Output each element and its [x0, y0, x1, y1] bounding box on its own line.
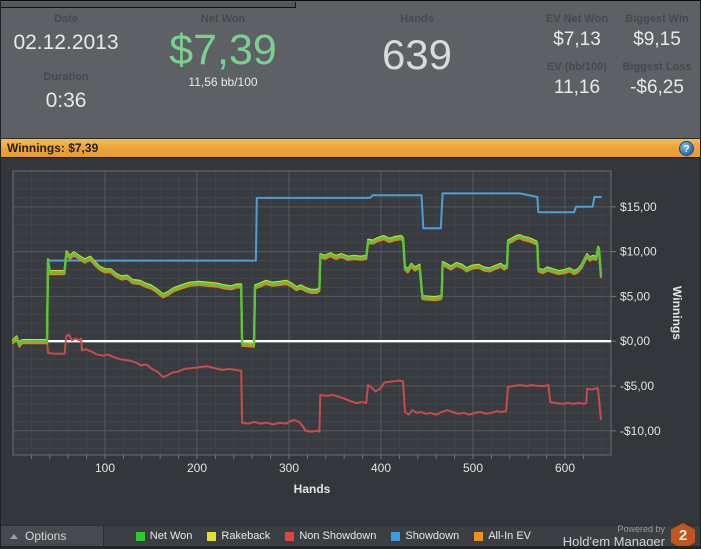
date-label: Date [54, 13, 78, 25]
legend-swatch-icon [474, 531, 484, 541]
ev-stats-block: EV Net Won Biggest Win $7,13 $9,15 EV (b… [538, 13, 698, 109]
svg-text:Hands: Hands [294, 482, 331, 496]
net-won-label: Net Won [200, 13, 246, 25]
svg-text:300: 300 [279, 461, 299, 475]
duration-label: Duration [43, 71, 89, 83]
svg-text:400: 400 [371, 461, 391, 475]
session-stats-header: Date 02.12.2013 Duration 0:36 Net Won $7… [0, 0, 701, 139]
svg-text:500: 500 [463, 461, 483, 475]
ev-net-won-value: $7,13 [553, 29, 601, 50]
legend-item[interactable]: Net Won [135, 530, 193, 542]
ev-bb100-value: 11,16 [553, 77, 601, 98]
biggest-win-label: Biggest Win [625, 13, 689, 25]
net-won-block: Net Won $7,39 11,56 bb/100 [148, 13, 298, 89]
brand-name: Hold'em Manager [562, 533, 665, 549]
ev-bb100-label: EV (bb/100) [547, 61, 607, 73]
svg-text:$10,00: $10,00 [620, 245, 657, 259]
legend-item[interactable]: Rakeback [207, 530, 270, 542]
winnings-chart: 100 200 300 400 500 600 $15,00 $10,00 $5,00 $0,00… [11, 170, 684, 496]
legend-label: All-In EV [488, 530, 531, 542]
svg-text:100: 100 [95, 461, 115, 475]
hands-value: 639 [381, 31, 453, 78]
biggest-loss-value: -$6,25 [630, 77, 684, 98]
svg-text:600: 600 [555, 461, 575, 475]
duration-value: 0:36 [45, 89, 87, 112]
net-won-value: $7,39 [169, 26, 277, 74]
svg-text:Winnings: Winnings [670, 286, 684, 340]
powered-by-text: Powered by [617, 523, 665, 534]
options-button[interactable]: Options [0, 526, 104, 546]
legend-label: Showdown [405, 530, 460, 542]
svg-text:$5,00: $5,00 [620, 289, 650, 303]
date-value: 02.12.2013 [13, 31, 119, 54]
legend: Net Won Rakeback Non Showdown Showdown All-I… [135, 530, 531, 542]
help-icon[interactable]: ? [679, 141, 694, 156]
chevron-up-icon [10, 533, 18, 539]
svg-text:-$5,00: -$5,00 [620, 379, 654, 393]
legend-swatch-icon [135, 531, 145, 541]
winnings-banner-text: Winnings: $7,39 [7, 141, 99, 155]
legend-swatch-icon [207, 531, 217, 541]
window-left-edge [0, 0, 1, 549]
biggest-loss-label: Biggest Loss [622, 61, 692, 73]
svg-text:-$10,00: -$10,00 [620, 424, 661, 438]
legend-item[interactable]: Non Showdown [285, 530, 376, 542]
hands-label: Hands [400, 13, 434, 25]
net-won-bb100: 11,56 bb/100 [188, 75, 258, 89]
legend-item[interactable]: Showdown [391, 530, 459, 542]
legend-swatch-icon [285, 531, 295, 541]
legend-swatch-icon [391, 531, 401, 541]
date-duration-block: Date 02.12.2013 Duration 0:36 [6, 13, 126, 113]
winnings-banner: Winnings: $7,39 ? [0, 138, 701, 158]
legend-item[interactable]: All-In EV [474, 530, 531, 542]
footer-bar: Options Net Won Rakeback Non Showdown Showd… [0, 523, 701, 549]
legend-label: Net Won [149, 530, 193, 542]
svg-text:200: 200 [187, 461, 207, 475]
ev-net-won-label: EV Net Won [545, 13, 609, 25]
powered-by-block: Powered by Hold'em Manager 2 [563, 523, 695, 549]
biggest-win-value: $9,15 [633, 29, 681, 50]
svg-text:$0,00: $0,00 [620, 334, 650, 348]
window-bottom-edge [0, 546, 701, 549]
legend-label: Non Showdown [299, 530, 377, 542]
header-tab-strip [0, 2, 296, 8]
winnings-chart-panel: 100 200 300 400 500 600 $15,00 $10,00 $5,00 $0,00… [0, 158, 701, 525]
options-button-label: Options [25, 529, 67, 543]
svg-text:$15,00: $15,00 [620, 200, 657, 214]
hands-block: Hands 639 [352, 13, 482, 77]
legend-label: Rakeback [221, 530, 271, 542]
